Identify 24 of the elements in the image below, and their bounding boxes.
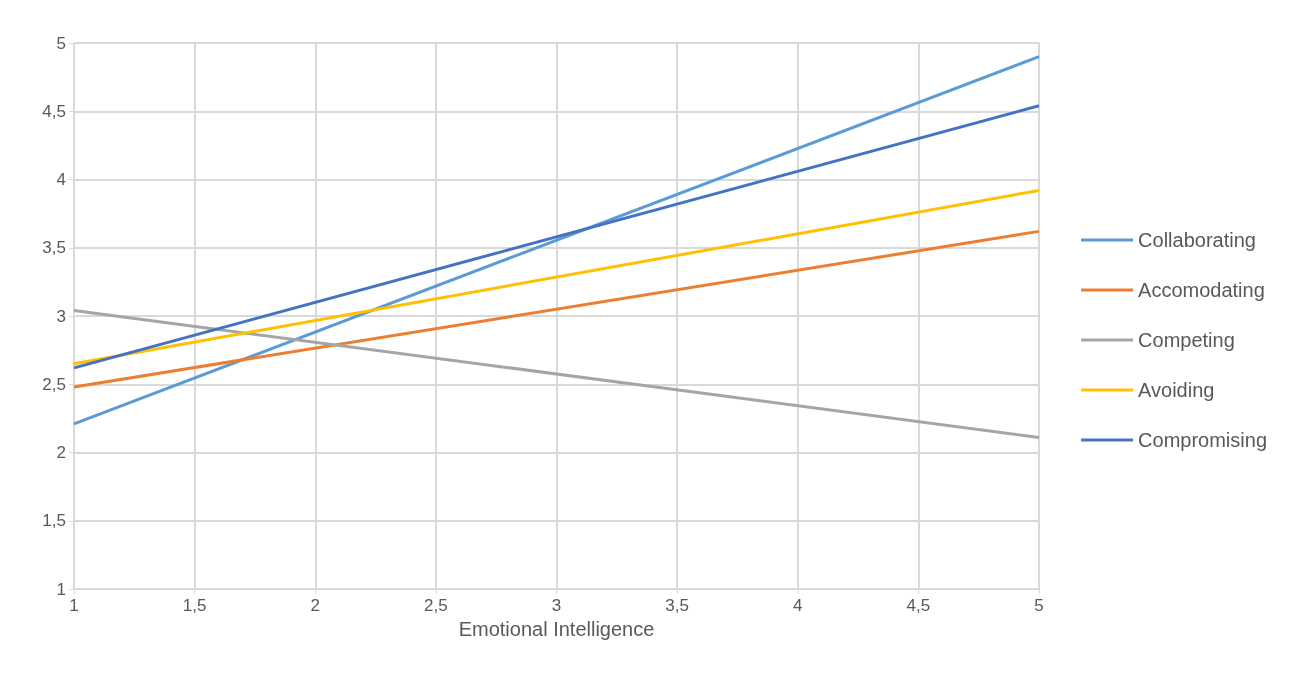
legend-label: Collaborating bbox=[1138, 229, 1256, 251]
x-tick-label: 4,5 bbox=[906, 596, 931, 615]
x-tick-label: 2,5 bbox=[424, 596, 448, 615]
y-tick-label: 4 bbox=[56, 170, 66, 189]
y-tick-label: 3 bbox=[56, 306, 66, 326]
x-tick-label: 2 bbox=[310, 596, 320, 615]
legend-label: Avoiding bbox=[1138, 379, 1215, 401]
legend-label: Accomodating bbox=[1138, 279, 1265, 301]
x-tick-label: 5 bbox=[1034, 596, 1044, 615]
y-tick-label: 1 bbox=[56, 579, 66, 599]
y-tick-label: 2 bbox=[56, 443, 66, 462]
x-tick-label: 3,5 bbox=[665, 596, 689, 615]
y-tick-label: 5 bbox=[56, 33, 66, 53]
x-tick-label: 3 bbox=[551, 596, 562, 615]
y-tick-label: 4,5 bbox=[42, 101, 66, 121]
y-tick-label: 3,5 bbox=[42, 238, 66, 258]
y-tick-label: 2,5 bbox=[42, 374, 66, 394]
legend-label: Compromising bbox=[1138, 429, 1268, 451]
legend-label: Competing bbox=[1138, 329, 1235, 351]
x-axis-title: Emotional Intelligence bbox=[458, 618, 655, 640]
x-tick-label: 1,5 bbox=[182, 596, 207, 615]
y-tick-label: 1,5 bbox=[42, 511, 66, 531]
x-tick-label: 1 bbox=[69, 596, 79, 615]
x-tick-label: 4 bbox=[793, 596, 803, 615]
